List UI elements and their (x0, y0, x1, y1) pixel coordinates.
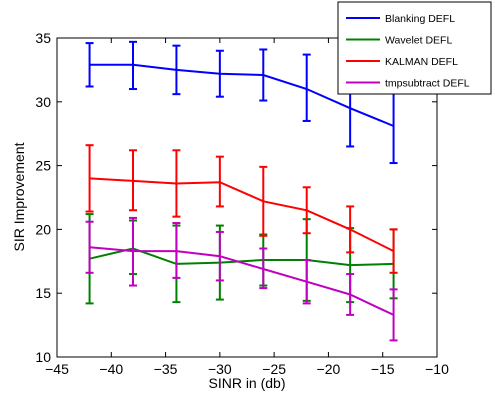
error-bar (346, 205, 355, 254)
error-bar (129, 40, 137, 91)
error-bar (172, 222, 181, 279)
series-3 (85, 216, 398, 342)
legend-label: tmpsubtract DEFL (385, 78, 470, 90)
x-tick-label: −20 (317, 361, 341, 377)
y-axis-title: SIR Improvement (11, 142, 27, 251)
legend: Blanking DEFL Wavelet DEFL KALMAN DEFL tmps… (337, 1, 492, 95)
error-bar (85, 220, 94, 274)
series-2 (85, 144, 398, 274)
x-tick-label: −10 (425, 361, 449, 377)
error-bar (85, 144, 94, 213)
legend-entry: Wavelet DEFL (346, 35, 452, 47)
error-bar (259, 247, 268, 290)
error-bar (259, 165, 268, 237)
legend-entry: KALMAN DEFL (346, 56, 458, 68)
error-bar (215, 49, 224, 98)
axis-ticks: −45 −40 −35 −30 −25 −20 −15 −10 10 15 20 25 30 35 (35, 30, 449, 377)
y-tick-label: 15 (35, 285, 51, 301)
series-line (89, 63, 394, 127)
y-tick-label: 30 (35, 94, 51, 110)
legend-label: KALMAN DEFL (385, 56, 458, 68)
error-bar (172, 149, 181, 218)
y-tick-label: 20 (35, 221, 51, 237)
x-tick-label: −35 (154, 361, 178, 377)
y-tick-label: 35 (35, 30, 51, 46)
x-tick-label: −40 (99, 361, 123, 377)
legend-label: Wavelet DEFL (385, 35, 452, 47)
error-bar (172, 44, 181, 96)
error-bar (302, 53, 311, 122)
error-bar (389, 288, 398, 342)
error-bar (215, 230, 224, 282)
legend-entry: Blanking DEFL (346, 13, 455, 25)
y-tick-label: 25 (35, 158, 51, 174)
x-tick-label: −25 (262, 361, 286, 377)
series-line (89, 246, 395, 316)
x-tick-label: −30 (208, 361, 232, 377)
series-line (89, 177, 395, 252)
error-bar (302, 259, 311, 305)
error-bar (259, 48, 268, 102)
x-tick-label: −45 (45, 361, 69, 377)
legend-entry: tmpsubtract DEFL (346, 78, 470, 90)
legend-label: Blanking DEFL (385, 13, 455, 25)
error-bar (215, 155, 224, 208)
error-bar (129, 216, 137, 287)
error-bar (129, 149, 137, 212)
x-tick-label: −15 (371, 361, 395, 377)
y-tick-label: 10 (35, 349, 51, 365)
error-bar (346, 273, 355, 316)
x-axis-title: SINR in (db) (208, 375, 285, 391)
error-bar (389, 228, 398, 274)
error-bar (302, 186, 311, 235)
error-bar (85, 42, 94, 88)
series-layer (85, 40, 398, 342)
